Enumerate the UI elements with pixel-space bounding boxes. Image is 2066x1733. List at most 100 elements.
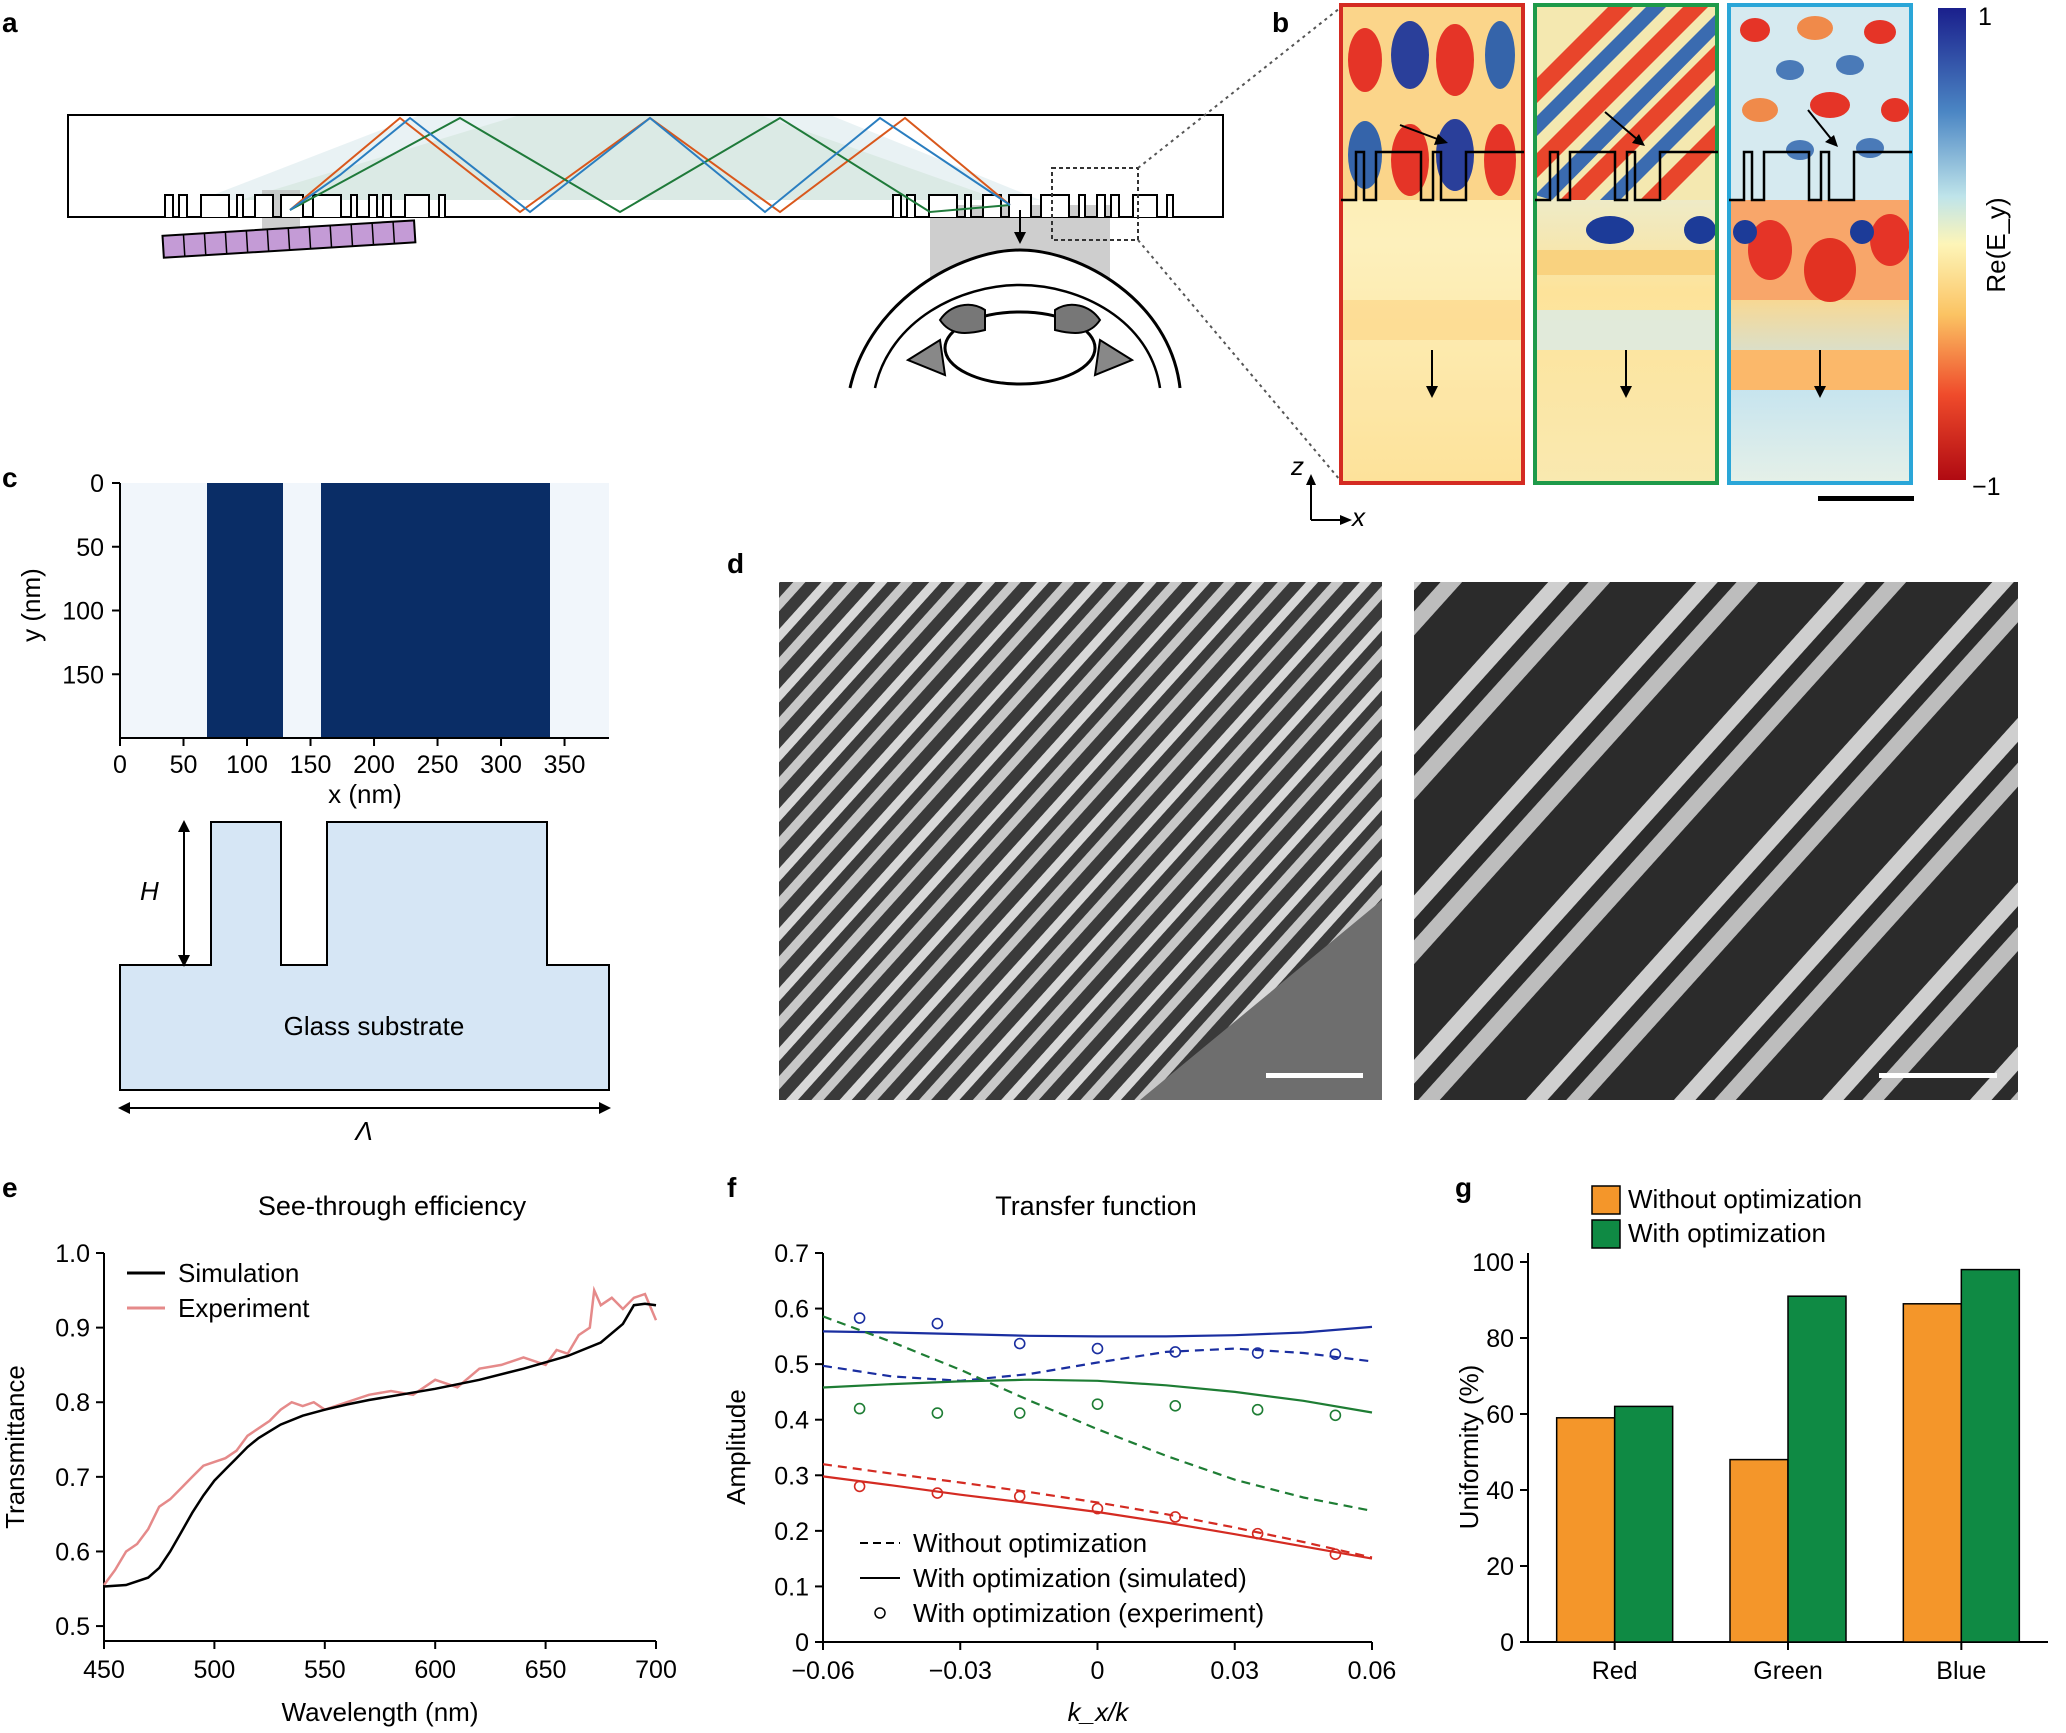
chart-title: Transfer function — [995, 1191, 1197, 1221]
green-ray — [289, 116, 1011, 214]
y-tick-label: 100 — [62, 598, 104, 626]
panel-f-chart: f Transfer function −0.06 −0.03 0 0.03 0.06 0… — [721, 1172, 1396, 1727]
blue-experiment-point — [1013, 1337, 1026, 1350]
blue-experiment-point — [1329, 1348, 1342, 1360]
blue-experiment-point — [1091, 1342, 1104, 1355]
legend-swatch-marker — [874, 1607, 886, 1619]
panel-label-c: c — [2, 462, 18, 493]
x-tick-label: −0.03 — [929, 1657, 992, 1685]
y-tick-label: 0.2 — [774, 1518, 809, 1546]
x-tick-label: 200 — [353, 751, 395, 779]
x-tick-label: 700 — [635, 1656, 677, 1684]
x-tick-label: 600 — [414, 1656, 456, 1684]
panel-label-g: g — [1455, 1172, 1472, 1203]
y-tick-label: 0.5 — [55, 1613, 90, 1641]
ticks: 450 500 550 600 650 700 0.5 0.6 0.7 0.8 0.9 1.0 — [55, 1240, 677, 1684]
green-experiment-point — [931, 1407, 944, 1419]
axis-z-label: z — [1290, 451, 1304, 481]
ticks: −0.06 −0.03 0 0.03 0.06 0 0.1 0.2 0.3 0.4 0.5 0.6 0.… — [774, 1240, 1396, 1685]
green-dashed-line — [822, 1315, 1373, 1512]
y-tick-label: 0.6 — [774, 1296, 809, 1324]
eye-icon — [848, 210, 1182, 389]
green-solid-line — [822, 1378, 1373, 1414]
experiment-line — [102, 1285, 658, 1586]
legend: Simulation Experiment — [127, 1258, 310, 1323]
red-experiment-point — [853, 1480, 866, 1493]
x-tick-label: 0.06 — [1348, 1657, 1397, 1685]
blue-experiment-point — [1169, 1346, 1182, 1358]
legend-label-without: Without optimization — [913, 1528, 1147, 1558]
bars — [1555, 1268, 2021, 1643]
legend-label-without: Without optimization — [1628, 1184, 1862, 1214]
sem-substrate-region — [1140, 900, 1382, 1100]
legend-swatch-without — [1591, 1185, 1621, 1215]
y-tick-label: 0.8 — [55, 1389, 90, 1417]
scale-bar — [1818, 496, 1914, 501]
blue-ray — [289, 116, 1011, 214]
sem-scale-bar-left — [1266, 1073, 1363, 1078]
y-tick-label: 0.1 — [774, 1573, 809, 1601]
ridge-2 — [321, 483, 550, 738]
field-map-blue — [1727, 3, 1913, 485]
legend-label-experiment: Experiment — [178, 1293, 310, 1323]
y-tick-label: 0 — [795, 1629, 809, 1657]
sem-image-right — [1414, 582, 2018, 1100]
y-ticks: 0 50 100 150 — [62, 470, 120, 689]
blue-experiment-point — [1251, 1347, 1264, 1359]
x-tick-label: 0.03 — [1210, 1657, 1259, 1685]
x-tick-label: 550 — [304, 1656, 346, 1684]
category-label: Blue — [1936, 1657, 1986, 1685]
ridge-1 — [207, 483, 283, 738]
y-tick-label: 0.9 — [55, 1315, 90, 1343]
panel-label-d: d — [727, 548, 744, 579]
y-tick-label: 0.5 — [774, 1351, 809, 1379]
zoom-box — [1051, 167, 1139, 241]
field-map-red — [1339, 3, 1525, 485]
grating-schematic — [119, 821, 610, 1091]
y-tick-label: 80 — [1486, 1325, 1514, 1353]
colorbar-label: Re(E_y) — [1981, 197, 2011, 292]
x-tick-label: 0 — [113, 751, 127, 779]
bar-red-with — [1613, 1405, 1674, 1643]
chart-title: See-through efficiency — [258, 1191, 527, 1221]
bar-blue-without — [1902, 1303, 1963, 1643]
sem-scale-bar-right — [1879, 1073, 1997, 1078]
colorbar-max-label: 1 — [1978, 3, 1992, 31]
incoupler-grating — [164, 194, 453, 218]
x-axis-label: k_x/k — [1068, 1697, 1131, 1727]
y-tick-label: 0 — [90, 470, 104, 498]
colorbar-min-label: −1 — [1972, 473, 2001, 501]
panel-d: d — [727, 548, 2018, 1100]
x-axis-label: x (nm) — [328, 779, 402, 809]
legend-swatch-with — [1591, 1219, 1621, 1249]
x-tick-label: 650 — [525, 1656, 567, 1684]
colorbar — [1938, 8, 1966, 480]
x-tick-label: 450 — [83, 1656, 125, 1684]
red-experiment-point — [931, 1487, 944, 1499]
x-tick-label: 300 — [480, 751, 522, 779]
x-tick-label: 350 — [544, 751, 586, 779]
red-experiment-point — [1251, 1527, 1264, 1540]
y-tick-label: 50 — [76, 534, 104, 562]
green-experiment-point — [1091, 1398, 1104, 1410]
green-experiment-point — [853, 1402, 866, 1415]
substrate-label: Glass substrate — [284, 1011, 465, 1041]
red-experiment-point — [1091, 1502, 1104, 1515]
x-tick-label: 250 — [417, 751, 459, 779]
y-tick-label: 40 — [1486, 1477, 1514, 1505]
bar-green-without — [1729, 1458, 1789, 1643]
waveguide — [67, 114, 1224, 218]
period-label: Λ — [353, 1116, 372, 1146]
light-fan — [200, 115, 1040, 200]
panel-label-f: f — [727, 1172, 737, 1203]
green-experiment-point — [1169, 1400, 1182, 1412]
red-experiment-point — [1329, 1548, 1342, 1560]
y-tick-label: 150 — [62, 661, 104, 689]
green-experiment-point — [1251, 1403, 1264, 1416]
y-tick-label: 60 — [1486, 1401, 1514, 1429]
x-tick-label: 500 — [194, 1656, 236, 1684]
series — [102, 1285, 658, 1588]
y-tick-label: 20 — [1486, 1553, 1514, 1581]
grating-outline — [1341, 150, 1912, 202]
